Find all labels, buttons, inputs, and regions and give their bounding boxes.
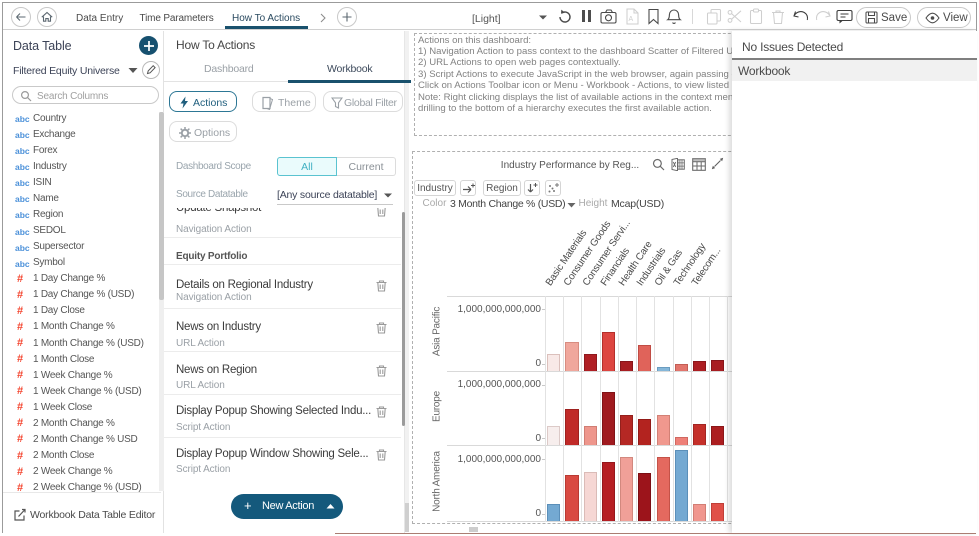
svg-text:A: A: [629, 16, 634, 23]
